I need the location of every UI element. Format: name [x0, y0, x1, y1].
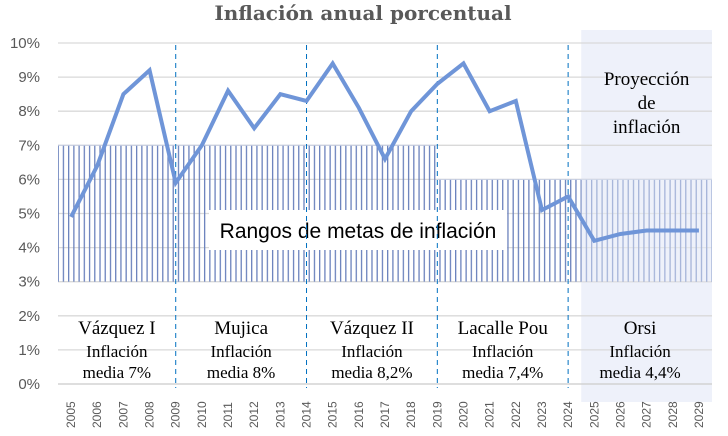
period-inflation-label: Inflación [472, 342, 534, 361]
y-tick-label: 9% [18, 69, 40, 86]
x-tick-label: 2009 [169, 401, 183, 428]
x-tick-label: 2018 [404, 401, 418, 428]
y-tick-label: 5% [18, 206, 40, 223]
projection-label: inflación [613, 117, 681, 138]
x-tick-label: 2007 [116, 401, 130, 428]
y-tick-label: 0% [18, 376, 40, 393]
x-tick-label: 2014 [300, 401, 314, 428]
period-name: Mujica [214, 318, 268, 339]
chart-title: Inflación anual porcentual [214, 1, 512, 25]
period-inflation-average: media 7,4% [462, 363, 543, 382]
target-label-box [209, 210, 507, 250]
period-inflation-label: Inflación [210, 342, 272, 361]
y-tick-label: 6% [18, 171, 40, 188]
period-inflation-average: media 4,4% [599, 363, 680, 382]
period-inflation-label: Inflación [86, 342, 148, 361]
x-tick-label: 2023 [535, 401, 549, 428]
y-tick-label: 3% [18, 274, 40, 291]
y-tick-label: 10% [10, 35, 40, 52]
period-name: Vázquez I [78, 318, 156, 339]
projection-label: de [638, 93, 656, 114]
projection-label: Proyección [604, 69, 690, 90]
period-name: Lacalle Pou [458, 318, 549, 339]
x-tick-label: 2016 [352, 401, 366, 428]
y-tick-label: 8% [18, 103, 40, 120]
y-tick-label: 2% [18, 308, 40, 325]
x-tick-label: 2012 [247, 401, 261, 428]
target-range-label: Rangos de metas de inflación [220, 220, 497, 243]
period-inflation-label: Inflación [341, 342, 403, 361]
period-name: Vázquez II [330, 318, 414, 339]
x-tick-label: 2008 [143, 401, 157, 428]
period-name: Orsi [624, 318, 657, 339]
period-inflation-label: Inflación [609, 342, 671, 361]
x-tick-label: 2017 [378, 401, 392, 428]
x-tick-label: 2020 [456, 401, 470, 428]
x-tick-label: 2005 [64, 401, 78, 428]
x-tick-label: 2010 [195, 401, 209, 428]
x-tick-label: 2028 [666, 401, 680, 428]
x-tick-label: 2022 [509, 401, 523, 428]
period-inflation-average: media 7% [83, 363, 151, 382]
x-tick-label: 2013 [273, 401, 287, 428]
period-inflation-average: media 8% [207, 363, 275, 382]
x-tick-label: 2029 [692, 401, 706, 428]
x-tick-label: 2024 [561, 401, 575, 428]
y-tick-label: 4% [18, 240, 40, 257]
x-tick-label: 2026 [613, 401, 627, 428]
x-tick-label: 2021 [483, 401, 497, 428]
x-tick-label: 2019 [430, 401, 444, 428]
x-tick-label: 2025 [587, 401, 601, 428]
x-tick-label: 2011 [221, 402, 235, 428]
y-tick-label: 7% [18, 137, 40, 154]
x-tick-label: 2006 [90, 401, 104, 428]
x-tick-label: 2015 [326, 401, 340, 428]
period-inflation-average: media 8,2% [331, 363, 412, 382]
y-tick-label: 1% [18, 342, 40, 359]
x-tick-label: 2027 [640, 401, 654, 428]
